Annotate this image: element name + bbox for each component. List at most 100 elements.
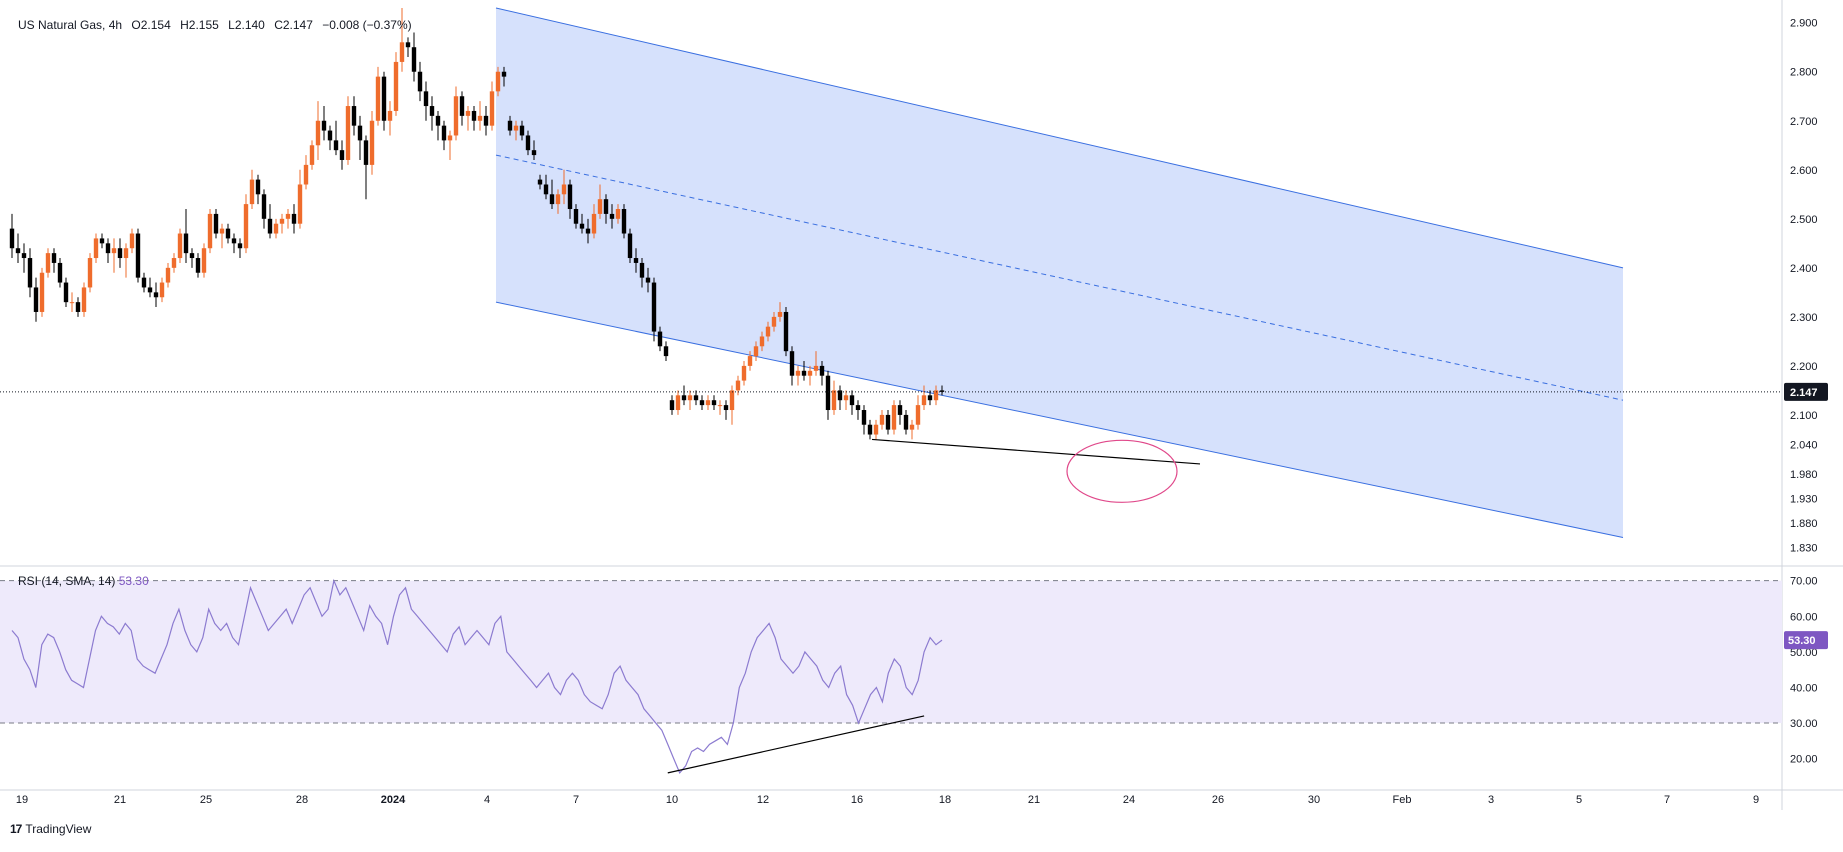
candle-body — [447, 135, 453, 141]
candle-body — [597, 199, 603, 214]
candle-body — [225, 228, 231, 239]
time-tick-label: 30 — [1308, 794, 1320, 806]
candle-body — [561, 184, 567, 195]
price-tick-label: 1.930 — [1790, 493, 1818, 505]
candle-body — [171, 258, 177, 268]
candle-body — [675, 395, 681, 411]
candle-body — [267, 218, 273, 234]
candle-body — [819, 365, 825, 376]
candle-body — [363, 140, 369, 165]
candle-body — [711, 400, 717, 406]
candle-body — [135, 233, 141, 278]
candle-body — [63, 282, 69, 303]
candle-body — [627, 233, 633, 259]
candle-body — [333, 140, 339, 151]
candle-body — [387, 110, 393, 121]
candle-body — [357, 125, 363, 141]
legend-close: C2.147 — [274, 18, 313, 32]
candle-body — [471, 110, 477, 121]
rsi-tick-label: 50.00 — [1790, 647, 1818, 659]
highlight-ellipse — [1066, 439, 1178, 503]
rsi-legend: RSI (14, SMA, 14) 53.30 — [18, 574, 149, 588]
time-tick-label: 3 — [1488, 794, 1494, 806]
time-tick-label: 19 — [16, 794, 28, 806]
candle-body — [537, 179, 543, 185]
candle-body — [231, 238, 237, 244]
candle-body — [423, 91, 429, 107]
candle-body — [717, 405, 723, 407]
candle-body — [213, 213, 219, 234]
candle-body — [789, 351, 795, 376]
candle-body — [297, 184, 303, 224]
candle-body — [273, 223, 279, 234]
candle-body — [195, 258, 201, 273]
time-tick-label: 21 — [114, 794, 126, 806]
candle-body — [651, 282, 657, 332]
candle-body — [39, 272, 45, 312]
candle-body — [303, 164, 309, 185]
candle-body — [747, 356, 753, 366]
candle-body — [771, 316, 777, 327]
candle-body — [567, 184, 573, 210]
tradingview-brand[interactable]: 17 TradingView — [10, 822, 91, 836]
time-tick-label: 18 — [939, 794, 951, 806]
candle-body — [741, 365, 747, 381]
candle-body — [393, 61, 399, 111]
candle-body — [459, 96, 465, 116]
candle-body — [765, 326, 771, 337]
rsi-last-label: 53.30 — [1788, 635, 1816, 647]
candle-body — [351, 106, 357, 126]
candle-body — [831, 390, 837, 411]
candle-body — [615, 209, 621, 219]
legend-change: −0.008 (−0.37%) — [322, 18, 412, 32]
legend-high: H2.155 — [180, 18, 219, 32]
candle-body — [687, 395, 693, 401]
candle-body — [183, 233, 189, 254]
rsi-tick-label: 20.00 — [1790, 754, 1818, 766]
rsi-tick-label: 70.00 — [1790, 576, 1818, 588]
time-tick-label: 12 — [757, 794, 769, 806]
price-tick-label: 2.400 — [1790, 263, 1818, 275]
candle-body — [783, 311, 789, 352]
candle-body — [585, 228, 591, 234]
candle-body — [855, 405, 861, 411]
candle-body — [9, 228, 15, 249]
candle-body — [933, 390, 939, 401]
candle-body — [129, 233, 135, 249]
candle-body — [255, 179, 261, 195]
rsi-tick-label: 60.00 — [1790, 611, 1818, 623]
candle-body — [885, 414, 891, 430]
rsi-tick-label: 30.00 — [1790, 718, 1818, 730]
candle-body — [723, 405, 729, 411]
support-trendline — [871, 438, 1201, 465]
candle-body — [807, 370, 813, 376]
candle-body — [525, 135, 531, 151]
candle-body — [483, 115, 489, 126]
candle-body — [591, 213, 597, 234]
candle-body — [237, 243, 243, 249]
candle-body — [861, 410, 867, 425]
time-tick-label: 10 — [666, 794, 678, 806]
chart-legend: US Natural Gas, 4h O2.154 H2.155 L2.140 … — [18, 18, 418, 32]
candle-body — [285, 213, 291, 219]
candle-body — [543, 184, 549, 195]
candle-body — [105, 243, 111, 254]
candle-body — [399, 42, 405, 62]
time-tick-label: 25 — [200, 794, 212, 806]
candle-body — [141, 277, 147, 288]
time-tick-label: 9 — [1753, 794, 1759, 806]
price-tick-label: 2.300 — [1790, 312, 1818, 324]
time-tick-label: 5 — [1576, 794, 1582, 806]
candle-body — [699, 400, 705, 406]
price-tick-label: 2.700 — [1790, 116, 1818, 128]
candle-body — [663, 346, 669, 357]
candle-body — [777, 311, 783, 317]
price-tick-label: 2.100 — [1790, 410, 1818, 422]
candle-body — [153, 292, 159, 298]
candle-body — [75, 302, 81, 312]
candle-body — [873, 424, 879, 435]
candle-body — [291, 213, 297, 224]
price-tick-label: 2.900 — [1790, 18, 1818, 30]
candle-body — [453, 96, 459, 136]
candle-body — [429, 106, 435, 116]
